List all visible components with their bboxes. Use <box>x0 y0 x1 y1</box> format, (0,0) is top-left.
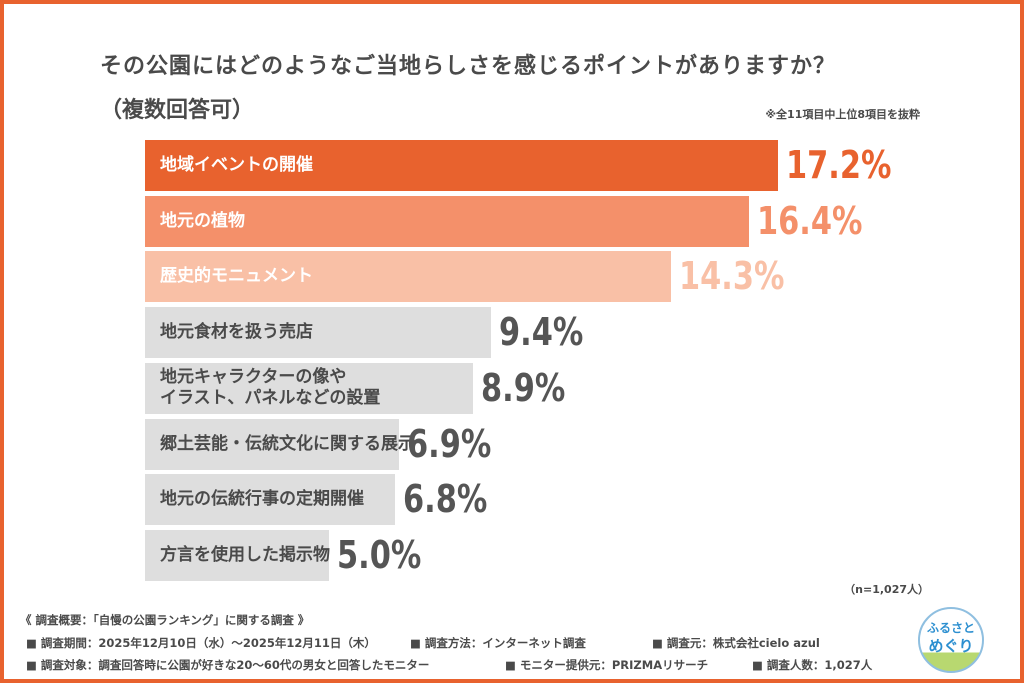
value-label: 6.9% <box>406 421 492 466</box>
survey-period: ■ 調査期間：2025年12月10日（水）～2025年12月11日（木） <box>26 636 376 650</box>
bar <box>145 140 778 191</box>
category-label: 地元の伝統行事の定期開催 <box>160 489 364 510</box>
chart-title: その公園にはどのようなご当地らしさを感じるポイントがありますか？ <box>100 54 837 79</box>
survey-count: ■ 調査人数：1,027人 <box>752 658 873 672</box>
value-label: 5.0% <box>337 532 422 577</box>
sample-size: （n=1,027人） <box>844 583 929 596</box>
value-label: 14.3% <box>679 254 785 299</box>
logo: ふるさと めぐり <box>918 607 984 673</box>
bar <box>145 195 749 247</box>
category-label: 郷土芸能・伝統文化に関する展示 <box>160 433 415 454</box>
excerpt-note: ※全11項目中上位8項目を抜粋 <box>765 108 920 121</box>
value-label: 17.2% <box>785 143 892 187</box>
value-label: 6.8% <box>403 477 488 522</box>
chart-subtitle: （複数回答可） <box>100 98 255 123</box>
category-label: 地元キャラクターの像や イラスト、パネルなどの設置 <box>160 367 381 409</box>
value-label: 9.4% <box>498 310 584 355</box>
value-label: 16.4% <box>756 198 862 243</box>
survey-heading: 《 調査概要：「自慢の公園ランキング」に関する調査 》 <box>20 613 310 627</box>
survey-method: ■ 調査方法：インターネット調査 <box>410 636 586 650</box>
bar <box>145 307 491 359</box>
logo-line1: ふるさと <box>926 621 975 635</box>
category-label: 地元食材を扱う売店 <box>160 322 313 343</box>
survey-target: ■ 調査対象：調査回答時に公園が好きな20～60代の男女と回答したモニター <box>26 658 430 672</box>
survey-provider: ■ モニター提供元：PRIZMAリサーチ <box>505 658 709 672</box>
bar <box>145 418 399 470</box>
bar <box>145 362 473 414</box>
bar <box>145 251 672 303</box>
category-label: 方言を使用した掲示物 <box>160 544 330 565</box>
category-label: 地域イベントの開催 <box>160 155 313 175</box>
bar <box>145 529 329 581</box>
category-label: 歴史的モニュメント <box>160 266 313 287</box>
bar <box>145 474 396 526</box>
logo-line2: めぐり <box>928 637 974 655</box>
survey-source: ■ 調査元：株式会社cielo azul <box>652 636 820 650</box>
category-label: 地元の植物 <box>160 210 245 231</box>
value-label: 8.9% <box>480 365 565 410</box>
bar-chart: 地域イベントの開催 17.2% 地元の植物 16.4% 歴史的モニュメント 14.3% 地元… <box>145 140 892 581</box>
